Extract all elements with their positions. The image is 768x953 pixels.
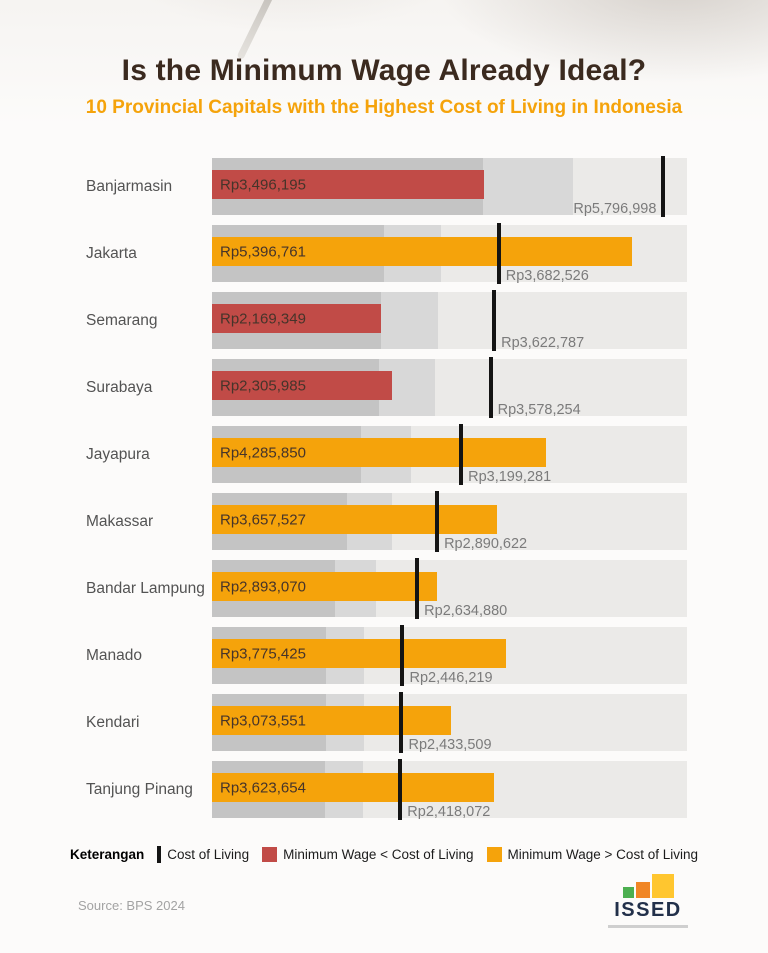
cost-of-living-value: Rp3,199,281 [468, 469, 552, 485]
cost-of-living-value: Rp3,578,254 [497, 402, 581, 418]
logo-orange-block [635, 882, 650, 898]
cost-of-living-value: Rp2,446,219 [409, 670, 493, 686]
cost-of-living-tick [488, 357, 493, 418]
min-wage-bar: Rp4,285,850 [212, 438, 546, 467]
cost-of-living-tick [492, 290, 497, 351]
min-wage-bar: Rp3,496,195 [212, 170, 485, 199]
row-band: Rp3,775,425 Rp2,446,219 [212, 625, 687, 686]
cost-of-living-tick [398, 759, 403, 820]
chart-row: Kendari Rp3,073,551 Rp2,433,509 [75, 692, 687, 753]
min-wage-value: Rp4,285,850 [220, 444, 306, 461]
min-wage-value: Rp3,073,551 [220, 712, 306, 729]
legend-item-wage-above: Minimum Wage > Cost of Living [486, 847, 698, 862]
min-wage-value: Rp3,657,527 [220, 511, 306, 528]
bullet-chart: Banjarmasin Rp3,496,195 Rp5,796,998 Jakarta… [75, 156, 687, 828]
min-wage-value: Rp3,775,425 [220, 645, 306, 662]
legend-item-wage-below: Minimum Wage < Cost of Living [262, 847, 474, 862]
city-label: Semarang [86, 311, 158, 329]
cost-of-living-tick [435, 491, 440, 552]
chart-row: Manado Rp3,775,425 Rp2,446,219 [75, 625, 687, 686]
band-range-mid [381, 292, 438, 349]
cost-of-living-value: Rp2,418,072 [407, 804, 491, 820]
city-label: Surabaya [86, 378, 153, 396]
cost-of-living-tick [459, 424, 464, 485]
page-subtitle: 10 Provincial Capitals with the Highest … [85, 97, 683, 118]
issed-logo-tagline [608, 925, 688, 928]
cost-of-living-value: Rp3,682,526 [505, 268, 589, 284]
min-wage-bar: Rp3,657,527 [212, 505, 497, 534]
cost-of-living-tick [661, 156, 666, 217]
row-band: Rp3,496,195 Rp5,796,998 [212, 156, 687, 217]
city-label: Banjarmasin [86, 177, 173, 195]
city-label: Kendari [86, 713, 140, 731]
min-wage-value: Rp2,893,070 [220, 578, 306, 595]
legend-item-label: Minimum Wage < Cost of Living [283, 847, 474, 862]
row-band: Rp3,623,654 Rp2,418,072 [212, 759, 687, 820]
city-label: Bandar Lampung [86, 579, 205, 597]
cost-of-living-tick [399, 692, 404, 753]
cost-of-living-tick [496, 223, 501, 284]
logo-green-block [622, 887, 634, 898]
cost-of-living-tick [415, 558, 420, 619]
cost-of-living-value: Rp5,796,998 [573, 201, 657, 217]
cost-of-living-value: Rp2,433,509 [408, 737, 492, 753]
logo-yellow-block [651, 874, 674, 898]
min-wage-bar: Rp5,396,761 [212, 237, 633, 266]
row-band: Rp2,169,349 Rp3,622,787 [212, 290, 687, 351]
row-band: Rp5,396,761 Rp3,682,526 [212, 223, 687, 284]
min-wage-value: Rp3,623,654 [220, 779, 306, 796]
band-range-mid [482, 158, 574, 215]
legend: Keterangan Cost of Living Minimum Wage <… [0, 846, 768, 863]
city-label: Tanjung Pinang [86, 780, 193, 798]
chart-row: Makassar Rp3,657,527 Rp2,890,622 [75, 491, 687, 552]
chart-row: Tanjung Pinang Rp3,623,654 Rp2,418,072 [75, 759, 687, 820]
wage-above-swatch-icon [486, 847, 502, 862]
legend-item-cost-of-living: Cost of Living [157, 846, 249, 863]
min-wage-value: Rp2,305,985 [220, 377, 306, 394]
chart-row: Banjarmasin Rp3,496,195 Rp5,796,998 [75, 156, 687, 217]
cost-of-living-tick [400, 625, 405, 686]
chart-row: Jayapura Rp4,285,850 Rp3,199,281 [75, 424, 687, 485]
city-label: Jakarta [86, 244, 137, 262]
min-wage-value: Rp3,496,195 [220, 176, 306, 193]
city-label: Manado [86, 646, 143, 664]
city-label: Jayapura [86, 445, 150, 463]
cost-of-living-value: Rp2,890,622 [444, 536, 528, 552]
legend-item-label: Minimum Wage > Cost of Living [507, 847, 698, 862]
source-note: Source: BPS 2024 [78, 898, 185, 913]
issed-logo-text: ISSED [614, 899, 682, 921]
chart-row: Surabaya Rp2,305,985 Rp3,578,254 [75, 357, 687, 418]
row-band: Rp2,893,070 Rp2,634,880 [212, 558, 687, 619]
cost-of-living-value: Rp2,634,880 [424, 603, 508, 619]
city-label: Makassar [86, 512, 154, 530]
row-band: Rp3,657,527 Rp2,890,622 [212, 491, 687, 552]
cost-of-living-tick-icon [157, 846, 162, 863]
chart-row: Bandar Lampung Rp2,893,070 Rp2,634,880 [75, 558, 687, 619]
wage-below-swatch-icon [262, 847, 278, 862]
row-band: Rp4,285,850 Rp3,199,281 [212, 424, 687, 485]
issed-logo-blocks [602, 872, 694, 898]
min-wage-value: Rp2,169,349 [220, 310, 306, 327]
row-band: Rp2,305,985 Rp3,578,254 [212, 357, 687, 418]
min-wage-bar: Rp2,893,070 [212, 572, 438, 601]
min-wage-bar: Rp2,169,349 [212, 304, 381, 333]
legend-item-label: Cost of Living [167, 847, 250, 862]
min-wage-bar: Rp2,305,985 [212, 371, 392, 400]
min-wage-bar: Rp3,073,551 [212, 706, 452, 735]
min-wage-bar: Rp3,775,425 [212, 639, 506, 668]
min-wage-value: Rp5,396,761 [220, 243, 306, 260]
chart-row: Semarang Rp2,169,349 Rp3,622,787 [75, 290, 687, 351]
issed-logo: ISSED [602, 872, 694, 928]
legend-heading: Keterangan [70, 847, 145, 862]
min-wage-bar: Rp3,623,654 [212, 773, 495, 802]
row-band: Rp3,073,551 Rp2,433,509 [212, 692, 687, 753]
page-title: Is the Minimum Wage Already Ideal? [121, 54, 647, 87]
chart-row: Jakarta Rp5,396,761 Rp3,682,526 [75, 223, 687, 284]
cost-of-living-value: Rp3,622,787 [501, 335, 585, 351]
